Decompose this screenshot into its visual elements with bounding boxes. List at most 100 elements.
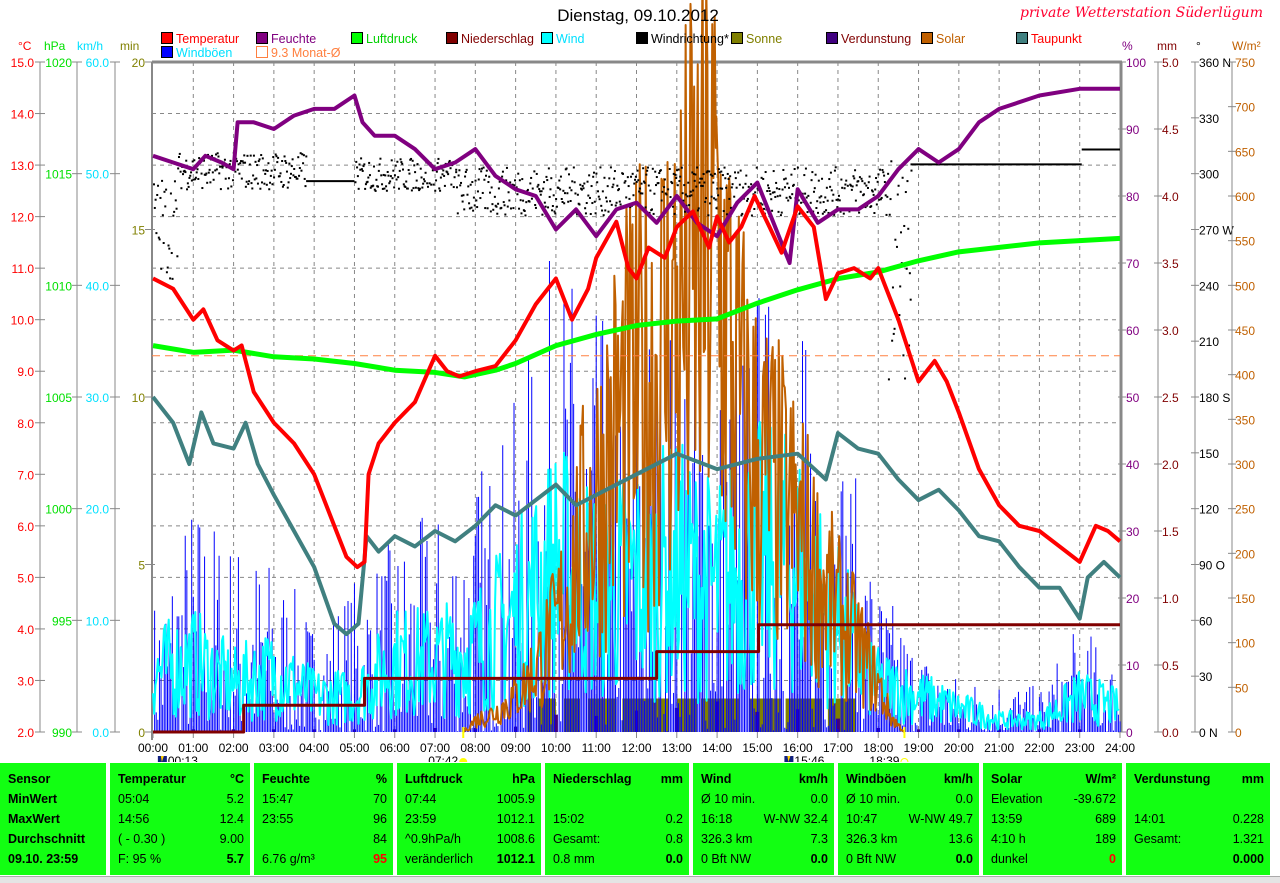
wind-direction-dot (194, 178, 197, 181)
wind-direction-dot (905, 267, 908, 270)
row-label: 15:02 (553, 812, 585, 826)
wind-direction-dot (478, 168, 481, 171)
panel-row: 14:01 0.228 (1134, 812, 1264, 830)
wind-direction-dot (829, 171, 832, 174)
wind-direction-dot (174, 199, 177, 202)
wind-direction-dot (574, 192, 577, 195)
moon-arrow-icon (787, 756, 791, 762)
wind-direction-dot (641, 192, 644, 195)
axis-unit-label: km/h (77, 39, 103, 53)
row-value: 0.0 (810, 792, 828, 806)
evaporation-bar (553, 714, 558, 732)
wind-direction-dot (824, 196, 827, 199)
legend-swatch (826, 32, 838, 44)
wind-direction-dot (592, 175, 595, 178)
wind-direction-dot (773, 191, 776, 194)
wind-direction-dot (684, 193, 687, 196)
row-label: Ø 10 min. (701, 792, 756, 806)
panel-row: 6.76 g/m³ 95 (262, 852, 387, 870)
wind-direction-dot (497, 202, 500, 205)
wind-direction-dot (247, 183, 250, 186)
wind-direction-dot (418, 189, 421, 192)
wind-direction-dot (485, 174, 488, 177)
wind-direction-dot (753, 207, 756, 210)
wind-direction-dot (223, 158, 226, 161)
wind-direction-dot (755, 166, 758, 169)
wind-direction-dot (372, 184, 375, 187)
row-value: 0.000 (1232, 852, 1264, 866)
wind-direction-dot (249, 154, 252, 157)
wind-direction-dot (713, 197, 716, 200)
wind-direction-dot (858, 176, 861, 179)
wind-direction-dot (422, 178, 425, 181)
wind-direction-dot (292, 174, 295, 177)
wind-direction-dot (789, 197, 792, 200)
wind-direction-dot (198, 157, 201, 160)
wind-direction-dot (661, 190, 664, 193)
wind-direction-dot (868, 175, 871, 178)
wind-direction-dot (184, 171, 187, 174)
wind-direction-dot (373, 188, 376, 191)
wind-direction-dot (159, 196, 162, 199)
wind-direction-dot (437, 157, 440, 160)
wind-direction-dot (169, 277, 172, 280)
panel-header: Feuchte% (262, 772, 387, 790)
wind-direction-dot (811, 171, 814, 174)
axis-tick-label: 150 (1235, 592, 1255, 606)
wind-direction-dot (463, 208, 466, 211)
axis-unit-label: hPa (44, 39, 66, 53)
wind-direction-dot (605, 200, 608, 203)
wind-direction-dot (784, 177, 787, 180)
legend-label: Windböen (176, 46, 233, 60)
wind-direction-dot (521, 178, 524, 181)
row-value: 0.228 (1232, 812, 1264, 826)
dewpoint-line (151, 395, 1122, 637)
wind-direction-dot (624, 180, 627, 183)
axis-tick-label: 40.0 (86, 279, 110, 293)
panel-row: Gesamt: 0.8 (553, 832, 683, 850)
wind-direction-dot (156, 193, 159, 196)
wind-direction-dot (852, 175, 855, 178)
wind-direction-dot (833, 169, 836, 172)
wind-direction-dot (366, 180, 369, 183)
wind-direction-dot (705, 171, 708, 174)
wind-direction-dot (355, 160, 358, 163)
wind-direction-dot (354, 181, 357, 184)
wind-direction-dot (857, 180, 860, 183)
wind-direction-dot (178, 152, 181, 155)
wind-direction-dot (742, 186, 745, 189)
wind-direction-dot (573, 181, 576, 184)
wind-direction-dot (770, 198, 773, 201)
wind-direction-dot (411, 159, 414, 162)
legend-item: Solar (921, 32, 965, 46)
wind-direction-dot (576, 213, 579, 216)
legend-item: Windrichtung* (636, 32, 729, 46)
row-value: 5.2 (226, 792, 244, 806)
wind-direction-dot (636, 169, 639, 172)
wind-direction-dot (452, 186, 455, 189)
wind-direction-dot (560, 198, 563, 201)
row-value: 1012.1 (496, 812, 535, 826)
wind-direction-dot (398, 169, 401, 172)
wind-direction-dot (289, 172, 292, 175)
wind-direction-dot (254, 160, 257, 163)
wind-direction-dot (558, 179, 561, 182)
wind-direction-dot (707, 214, 710, 217)
wind-direction-dot (186, 182, 189, 185)
wind-direction-dot (284, 159, 287, 162)
row-label: 23:55 (262, 812, 294, 826)
wind-direction-dot (781, 188, 784, 191)
wind-direction-dot (402, 183, 405, 186)
wind-direction-dot (891, 286, 894, 289)
wind-direction-dot (609, 166, 612, 169)
axis-tick-label: 10 (132, 391, 146, 405)
wind-direction-dot (180, 187, 183, 190)
legend-item: Luftdruck (351, 32, 417, 46)
wind-direction-dot (364, 183, 367, 186)
wind-direction-dot (533, 170, 536, 173)
wind-direction-dot (183, 169, 186, 172)
wind-direction-dot (688, 195, 691, 198)
wind-direction-dot (844, 183, 847, 186)
wind-direction-dot (214, 169, 217, 172)
wind-direction-dot (702, 173, 705, 176)
